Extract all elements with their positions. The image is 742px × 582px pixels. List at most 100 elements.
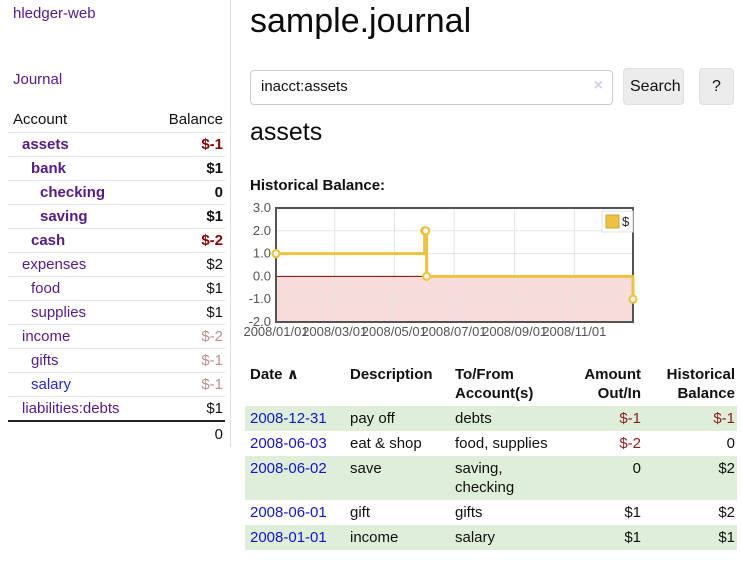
brand-link[interactable]: hledger-web	[13, 5, 96, 22]
sort-asc-icon: ∧	[286, 366, 299, 383]
chart-title: Historical Balance:	[250, 177, 386, 194]
y-tick-label: -2.0	[249, 314, 271, 329]
account-balance: $1	[206, 400, 223, 417]
sidebar: hledger-web Journal Account Balance asse…	[0, 0, 231, 447]
account-balance: $1	[206, 280, 223, 297]
account-link-cash[interactable]: cash	[31, 232, 66, 249]
y-tick-label: 0.0	[253, 268, 271, 283]
transaction-description: eat & shop	[350, 435, 422, 452]
page-title: sample.journal	[250, 2, 472, 40]
transaction-description: pay off	[345, 406, 450, 431]
data-point-marker	[628, 294, 638, 304]
account-row: income $-2	[8, 324, 225, 348]
account-link-assets[interactable]: assets	[22, 136, 69, 153]
transaction-amount: $-2	[619, 435, 641, 452]
account-row: bank $1	[8, 156, 225, 180]
account-row: supplies $1	[8, 300, 225, 324]
account-link-checking[interactable]: checking	[40, 184, 106, 201]
account-row: assets $-1	[8, 132, 225, 156]
transaction-amount: $1	[624, 504, 641, 521]
transaction-row: 2008-12-31 pay off debts $-1 $-1	[245, 406, 737, 431]
transaction-balance: 0	[726, 435, 735, 452]
y-tick-label: -1.0	[249, 291, 271, 306]
transaction-balance: $2	[643, 456, 737, 500]
account-link-supplies[interactable]: supplies	[31, 304, 87, 321]
register-table: Date ∧ Description To/From Account(s) Am…	[245, 362, 737, 550]
data-point-marker	[271, 248, 281, 259]
register-header-date[interactable]: Date ∧	[250, 366, 299, 383]
nav-journal-link[interactable]: Journal	[13, 71, 63, 88]
search-box: ×	[250, 70, 613, 105]
data-point-marker	[422, 271, 432, 282]
accounts-list: assets $-1 bank $1 checking 0 saving $1 cash $-2 e…	[8, 132, 225, 420]
transaction-date-link[interactable]: 2008-06-03	[250, 435, 327, 452]
account-row: cash $-2	[8, 228, 225, 252]
account-link-income[interactable]: income	[22, 328, 71, 345]
x-tick-label: 2008/07/01	[421, 324, 486, 339]
register-header-description: Description	[350, 366, 433, 383]
account-balance: $-1	[201, 352, 223, 369]
transaction-accounts: debts	[450, 406, 560, 431]
account-link-bank[interactable]: bank	[31, 160, 67, 177]
chart-legend: $	[601, 210, 634, 233]
x-tick-label: 2008/03/01	[302, 324, 367, 339]
historical-balance-chart: $3.0 2.0 1.0 0.0 -1.0 -2.0 2008/01/01 2008/03/0…	[243, 200, 662, 347]
account-balance: $1	[206, 304, 223, 321]
transaction-description: income	[345, 525, 450, 550]
transaction-amount: 0	[560, 456, 643, 500]
register-header-amount: Amount Out/In	[584, 366, 641, 402]
account-balance: $-1	[201, 136, 223, 153]
transaction-accounts: gifts	[455, 504, 483, 521]
register-body: 2008-12-31 pay off debts $-1 $-1 2008-06-03 ea…	[245, 406, 737, 550]
account-heading: assets	[250, 118, 323, 146]
accounts-header-balance: Balance	[168, 111, 223, 128]
account-link-food[interactable]: food	[31, 280, 61, 297]
transaction-description: save	[345, 456, 450, 500]
account-link-gifts[interactable]: gifts	[31, 352, 59, 369]
transaction-date-link[interactable]: 2008-06-01	[250, 504, 327, 521]
account-balance: $-2	[201, 232, 223, 249]
account-balance: $-1	[201, 376, 223, 393]
account-link-liabilities-debts[interactable]: liabilities:debts	[22, 400, 120, 417]
transaction-amount: $-1	[560, 406, 643, 431]
y-tick-label: 1.0	[253, 246, 271, 261]
accounts-total-value: 0	[214, 426, 223, 443]
account-row: checking 0	[8, 180, 225, 204]
search-button[interactable]: Search	[623, 68, 684, 105]
account-row: saving $1	[8, 204, 225, 228]
transaction-balance: $-1	[643, 406, 737, 431]
clear-search-icon[interactable]: ×	[593, 77, 603, 94]
register-header-accounts: To/From Account(s)	[455, 366, 534, 402]
account-row: gifts $-1	[8, 348, 225, 372]
account-balance: $1	[206, 160, 223, 177]
transaction-date-link[interactable]: 2008-06-02	[250, 460, 327, 477]
account-row: expenses $2	[8, 252, 225, 276]
x-tick-label: 2008/11/01	[542, 324, 606, 339]
help-button[interactable]: ?	[699, 68, 734, 105]
transaction-date-link[interactable]: 2008-01-01	[250, 529, 327, 546]
transaction-row: 2008-01-01 income salary $1 $1	[245, 525, 737, 550]
y-tick-label: 2.0	[253, 223, 271, 238]
transaction-accounts: saving, checking	[450, 456, 560, 500]
account-row: food $1	[8, 276, 225, 300]
transaction-accounts: salary	[450, 525, 560, 550]
transaction-row: 2008-06-01 gift gifts $1 $2	[245, 500, 737, 525]
transaction-date-link[interactable]: 2008-12-31	[250, 410, 327, 427]
account-link-expenses[interactable]: expenses	[22, 256, 87, 273]
sidebar-accounts-table: Account Balance assets $-1 bank $1 checking 0…	[8, 108, 225, 446]
y-tick-label: 3.0	[253, 200, 271, 215]
transaction-row: 2008-06-03 eat & shop food, supplies $-2 0	[245, 431, 737, 456]
data-point-marker	[421, 226, 431, 236]
account-balance: 0	[214, 184, 223, 201]
accounts-table-header: Account Balance	[8, 108, 225, 132]
transaction-row: 2008-06-02 save saving, checking 0 $2	[245, 456, 737, 500]
search-input[interactable]	[251, 71, 591, 102]
account-link-saving[interactable]: saving	[40, 208, 88, 225]
accounts-header-account: Account	[13, 111, 68, 128]
x-tick-label: 2008/05/01	[362, 324, 427, 339]
x-tick-label: 2008/01/01	[243, 324, 308, 339]
account-row: salary $-1	[8, 372, 225, 396]
account-balance: $1	[206, 208, 223, 225]
account-link-salary[interactable]: salary	[31, 376, 72, 393]
